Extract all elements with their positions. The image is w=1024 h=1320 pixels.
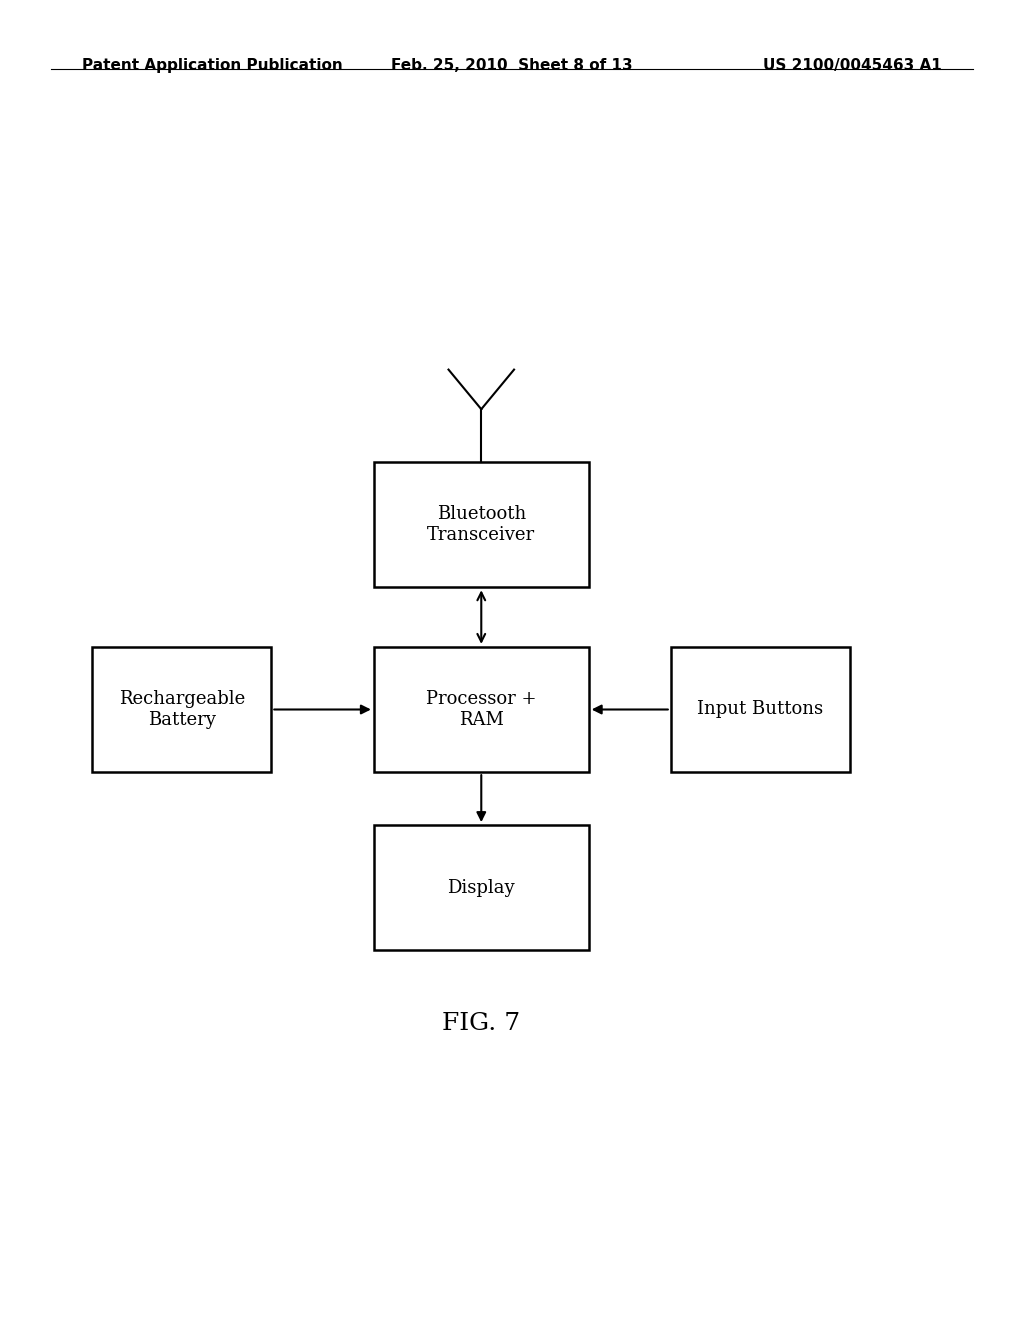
Text: Feb. 25, 2010  Sheet 8 of 13: Feb. 25, 2010 Sheet 8 of 13 <box>391 58 633 73</box>
Text: FIG. 7: FIG. 7 <box>442 1011 520 1035</box>
Text: Bluetooth
Transceiver: Bluetooth Transceiver <box>427 506 536 544</box>
Bar <box>374 462 589 587</box>
Text: Processor +
RAM: Processor + RAM <box>426 690 537 729</box>
Text: Patent Application Publication: Patent Application Publication <box>82 58 343 73</box>
Text: Input Buttons: Input Buttons <box>697 701 823 718</box>
Bar <box>374 647 589 772</box>
Bar <box>374 825 589 950</box>
Bar <box>671 647 850 772</box>
Bar <box>92 647 271 772</box>
Text: US 2100/0045463 A1: US 2100/0045463 A1 <box>763 58 942 73</box>
Text: Rechargeable
Battery: Rechargeable Battery <box>119 690 245 729</box>
Text: Display: Display <box>447 879 515 896</box>
